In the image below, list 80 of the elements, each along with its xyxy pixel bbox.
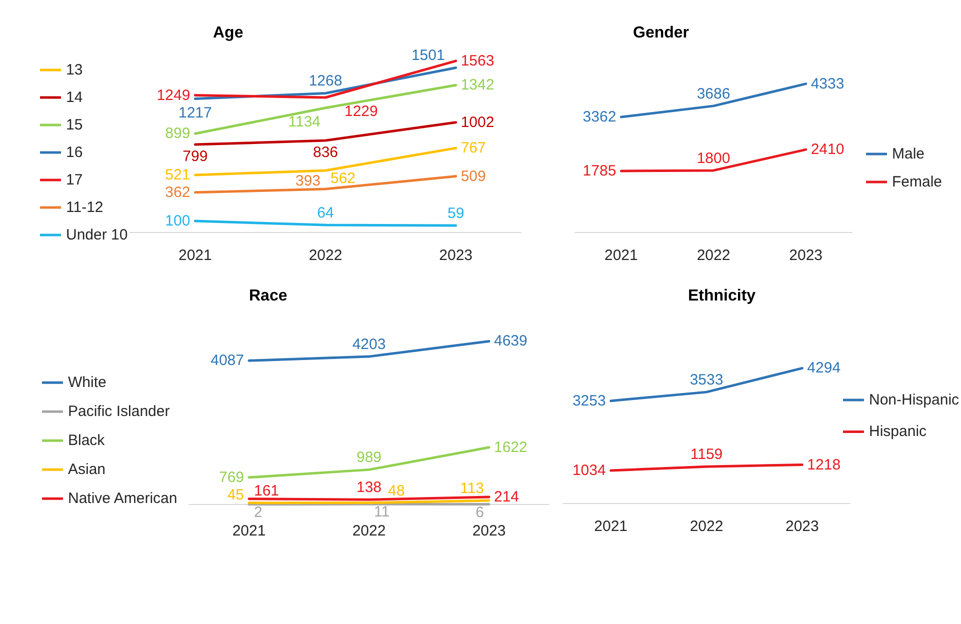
data-label: 393 <box>295 172 320 190</box>
data-label: 799 <box>182 148 208 166</box>
legend-label: Pacific Islander <box>68 403 170 420</box>
data-label: 4294 <box>807 360 841 377</box>
x-tick-label: 2022 <box>352 522 386 540</box>
legend-label: White <box>68 374 106 392</box>
data-label: 1785 <box>582 162 616 180</box>
data-label: 1159 <box>690 446 723 464</box>
data-label: 3686 <box>696 85 730 102</box>
legend-label: 17 <box>66 172 83 188</box>
x-tick-label: 2021 <box>178 247 212 264</box>
data-label: 899 <box>165 125 190 142</box>
legend-label: Male <box>892 146 925 162</box>
x-tick-label: 2023 <box>785 518 819 535</box>
data-label: 4203 <box>352 336 386 354</box>
data-label: 4087 <box>210 352 244 370</box>
x-tick-label: 2023 <box>439 247 473 264</box>
data-label: 1229 <box>344 102 378 120</box>
data-label: 48 <box>388 482 405 500</box>
data-label: 3253 <box>572 392 606 410</box>
data-label: 1563 <box>460 52 494 70</box>
data-label: 1800 <box>696 150 730 167</box>
legend-label: 15 <box>66 116 83 134</box>
data-label: 100 <box>165 212 190 230</box>
data-label: 1218 <box>807 456 841 474</box>
legend-label: Asian <box>68 461 106 478</box>
data-label: 4333 <box>810 75 844 92</box>
data-label: 769 <box>218 468 244 486</box>
x-tick-label: 2022 <box>696 247 730 264</box>
data-label: 45 <box>227 486 244 504</box>
x-tick-label: 2023 <box>789 247 823 264</box>
legend-label: 16 <box>66 144 83 161</box>
data-label: 59 <box>447 205 464 222</box>
data-label: 509 <box>460 168 486 185</box>
data-label: 562 <box>330 170 356 187</box>
data-label: 2 <box>254 504 262 521</box>
data-label: 3533 <box>690 372 724 389</box>
data-label: 1342 <box>460 76 494 94</box>
data-label: 1501 <box>411 47 445 64</box>
data-label: 3362 <box>582 108 616 126</box>
data-label: 138 <box>356 479 382 496</box>
data-label: 1002 <box>460 114 494 131</box>
x-tick-label: 2022 <box>690 518 724 535</box>
x-tick-label: 2021 <box>604 247 638 264</box>
legend-label: 14 <box>66 89 83 106</box>
legend-label: Female <box>892 174 942 190</box>
legend-label: Hispanic <box>869 423 928 440</box>
legend-label: Native American <box>68 490 178 508</box>
x-tick-label: 2021 <box>232 522 266 540</box>
chart-title: Gender <box>633 24 690 42</box>
x-tick-label: 2021 <box>594 518 628 535</box>
data-label: 64 <box>317 204 334 222</box>
data-label: 161 <box>254 482 280 500</box>
data-label: 989 <box>356 449 382 466</box>
data-label: 362 <box>165 184 190 201</box>
data-label: 214 <box>494 488 520 506</box>
data-label: 1249 <box>156 86 190 104</box>
data-label: 1134 <box>288 113 321 130</box>
data-label: 836 <box>312 144 338 162</box>
data-label: 6 <box>476 504 484 521</box>
data-label: 767 <box>460 140 486 157</box>
x-tick-label: 2022 <box>308 247 342 264</box>
data-label: 1622 <box>494 438 528 456</box>
data-label: 2410 <box>810 141 844 158</box>
legend-label: Under 10 <box>66 226 128 244</box>
chart-title: Age <box>213 24 244 42</box>
data-label: 1217 <box>178 104 212 122</box>
legend-label: Black <box>68 432 106 450</box>
data-label: 11 <box>374 504 390 521</box>
legend-label: Non-Hispanic <box>869 392 960 408</box>
data-label: 113 <box>460 480 484 498</box>
x-tick-label: 2023 <box>472 522 506 540</box>
data-label: 1268 <box>308 72 342 90</box>
chart-title: Ethnicity <box>688 288 756 304</box>
chart-title: Race <box>249 288 288 304</box>
data-label: 521 <box>165 166 190 184</box>
data-label: 4639 <box>494 332 528 350</box>
legend-label: 13 <box>66 62 83 78</box>
legend-label: 11-12 <box>66 199 104 216</box>
data-label: 1034 <box>572 462 606 480</box>
